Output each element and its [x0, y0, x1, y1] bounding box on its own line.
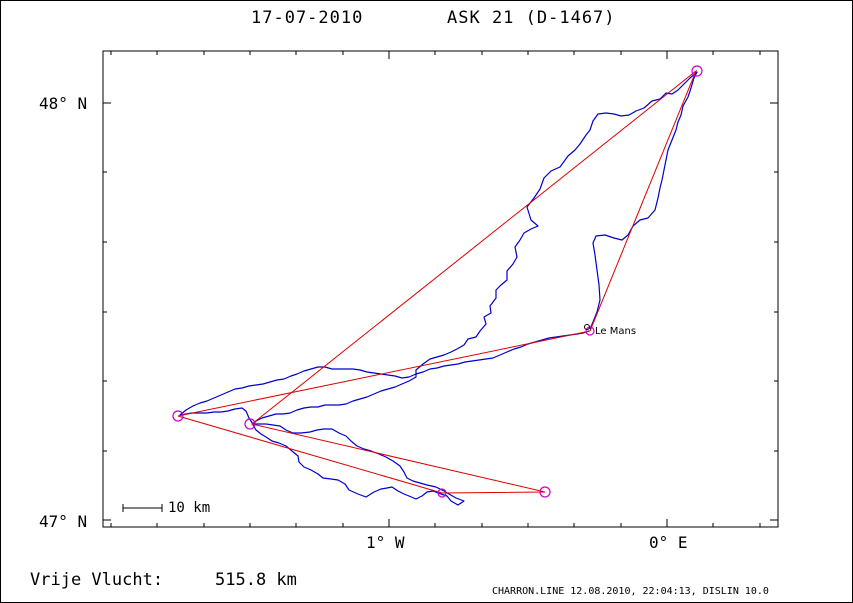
- city-label: Le Mans: [595, 326, 637, 337]
- latitude-label-47: 47° N: [39, 512, 88, 531]
- scale-bar: [122, 504, 163, 512]
- minor-ticks: [103, 51, 778, 527]
- turnpoint-marker: [437, 488, 447, 498]
- distance-value: 515.8 km: [215, 570, 297, 590]
- flight-date: 17-07-2010: [251, 8, 364, 28]
- plot-credit: CHARRON.LINE 12.08.2010, 22:04:13, DISLI…: [492, 586, 769, 597]
- task-route: [250, 69, 698, 494]
- aircraft-name: ASK 21 (D-1467): [447, 8, 616, 28]
- turnpoint-marker: [691, 65, 703, 77]
- turnpoint-markers: [172, 65, 703, 498]
- longitude-label-0e: 0° E: [649, 533, 688, 552]
- major-ticks: [103, 51, 778, 527]
- turnpoint-marker: [172, 410, 184, 422]
- city-marker: [584, 324, 590, 330]
- task-route-return: [177, 330, 591, 494]
- latitude-label-48: 48° N: [39, 94, 88, 113]
- scale-label: 10 km: [168, 500, 211, 516]
- longitude-label-1w: 1° W: [366, 533, 405, 552]
- distance-label: Vrije Vlucht:: [30, 570, 164, 590]
- gps-track: [179, 71, 698, 506]
- turnpoint-marker: [539, 486, 551, 498]
- turnpoint-marker: [244, 418, 256, 430]
- plot-area: [102, 50, 779, 528]
